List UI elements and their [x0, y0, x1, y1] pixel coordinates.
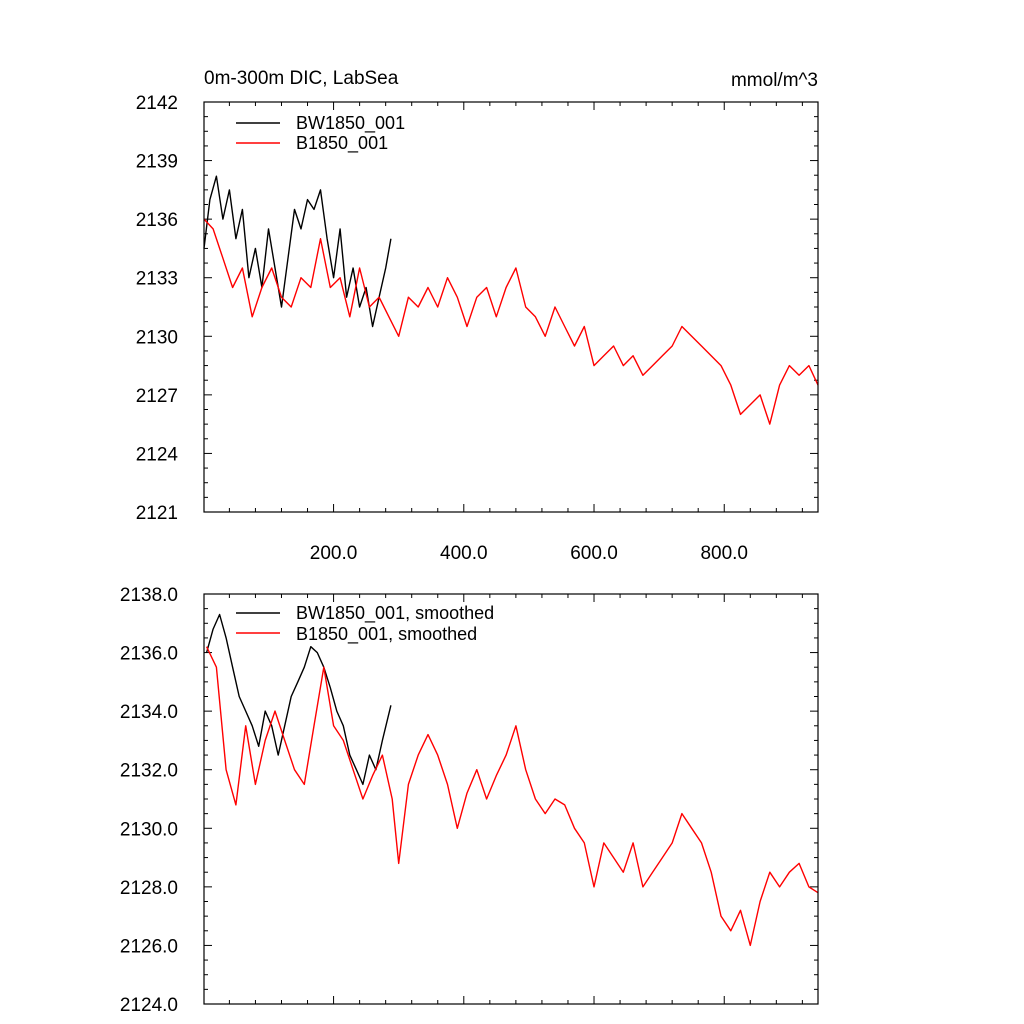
- bottom-y-tick-label: 2126.0: [120, 936, 178, 957]
- top-y-tick-label: 2142: [136, 93, 178, 114]
- top-y-tick-label: 2127: [136, 386, 178, 407]
- top-y-tick-label: 2124: [136, 444, 179, 465]
- units-label: mmol/m^3: [731, 70, 818, 91]
- top-panel: 0m-300m DIC, LabSea mmol/m^3 21212124212…: [136, 68, 819, 564]
- top-series-b1850-line: [203, 218, 819, 425]
- legend-label-bw1850-smoothed: BW1850_001, smoothed: [296, 603, 494, 624]
- bottom-legend: BW1850_001, smoothed B1850_001, smoothed: [236, 603, 494, 645]
- bottom-y-tick-label: 2128.0: [120, 878, 178, 899]
- top-y-tick-label: 2133: [136, 269, 178, 290]
- bottom-plot-frame: [203, 593, 819, 1005]
- top-plot-frame: [203, 101, 819, 513]
- top-y-tick-label: 2130: [136, 327, 178, 348]
- legend-label-b1850-smoothed: B1850_001, smoothed: [296, 624, 477, 645]
- bottom-panel: 2124.0 2126.0 2128.0 2130.0 2132.0 2134.0 2136…: [120, 585, 819, 1016]
- top-series-bw1850-line: [203, 175, 392, 328]
- bottom-y-tick-label: 2132.0: [120, 761, 178, 782]
- chart-title: 0m-300m DIC, LabSea: [204, 68, 399, 89]
- bottom-axis-ticks: 2124.0 2126.0 2128.0 2130.0 2132.0 2134.0 2136…: [120, 585, 818, 1016]
- bottom-y-tick-label: 2136.0: [120, 644, 178, 665]
- bottom-series-lines: [205, 613, 819, 947]
- top-y-tick-label: 2136: [136, 210, 178, 231]
- bottom-y-tick-label: 2138.0: [120, 585, 178, 606]
- legend-label-b1850: B1850_001: [296, 133, 388, 154]
- top-x-tick-label: 800.0: [700, 543, 748, 564]
- top-axis-ticks: 2121 2124 2127 2130 2133 2136 2139 2142 200.0 400…: [136, 93, 818, 564]
- top-y-tick-label: 2139: [136, 152, 178, 173]
- bottom-y-tick-label: 2124.0: [120, 995, 178, 1016]
- legend-label-bw1850: BW1850_001: [296, 113, 405, 134]
- bottom-y-tick-label: 2134.0: [120, 702, 178, 723]
- top-x-tick-label: 200.0: [310, 543, 358, 564]
- top-x-tick-label: 600.0: [570, 543, 618, 564]
- bottom-y-tick-label: 2130.0: [120, 819, 178, 840]
- top-legend: BW1850_001 B1850_001: [236, 113, 405, 154]
- top-series-lines: [203, 175, 819, 425]
- bottom-series-bw1850-line: [205, 613, 392, 786]
- top-x-tick-label: 400.0: [440, 543, 488, 564]
- top-y-tick-label: 2121: [136, 503, 178, 524]
- bottom-series-b1850-line: [205, 646, 819, 947]
